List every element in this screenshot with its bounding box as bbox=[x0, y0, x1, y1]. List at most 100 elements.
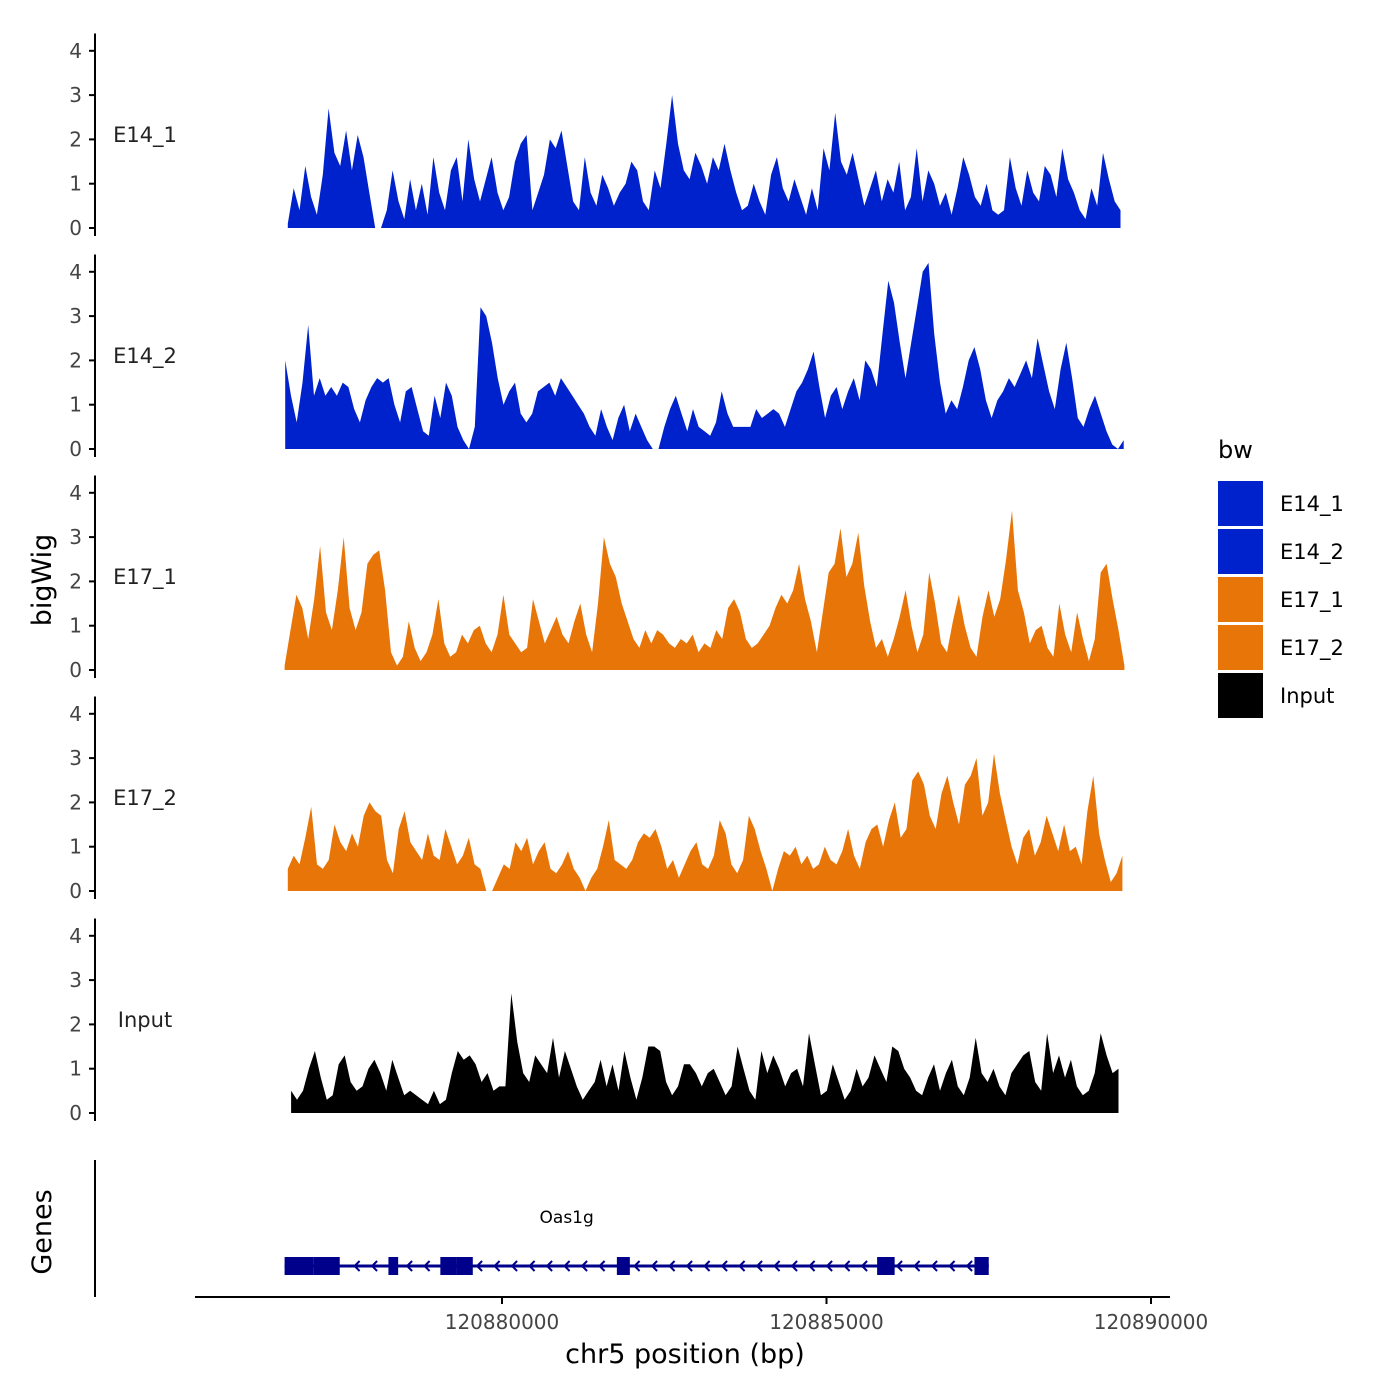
strand-arrow bbox=[423, 1260, 431, 1272]
gene-exon bbox=[877, 1257, 895, 1275]
legend-label: E17_1 bbox=[1280, 588, 1344, 613]
y-tick-label: 1 bbox=[69, 614, 82, 638]
y-tick-label: 1 bbox=[69, 172, 82, 196]
y-tick-label: 3 bbox=[69, 968, 82, 992]
legend-swatch bbox=[1218, 529, 1263, 574]
legend-title: bw bbox=[1218, 436, 1253, 464]
strand-arrow bbox=[703, 1260, 711, 1272]
track-label: E17_2 bbox=[113, 786, 177, 811]
y-tick-label: 1 bbox=[69, 1057, 82, 1081]
y-tick-label: 4 bbox=[69, 702, 82, 726]
legend-label: E14_1 bbox=[1280, 492, 1344, 517]
track-label: E14_2 bbox=[113, 344, 177, 369]
y-tick-label: 2 bbox=[69, 348, 82, 372]
legend-swatch bbox=[1218, 577, 1263, 622]
legend-label: Input bbox=[1280, 684, 1334, 708]
gene-exon bbox=[284, 1257, 314, 1275]
strand-arrow bbox=[633, 1260, 641, 1272]
strand-arrow bbox=[965, 1260, 973, 1272]
strand-arrow bbox=[755, 1260, 763, 1272]
strand-arrow bbox=[668, 1260, 676, 1272]
coverage-area-e14-1 bbox=[287, 95, 1121, 228]
y-tick-label: 0 bbox=[69, 658, 82, 682]
strand-arrow bbox=[738, 1260, 746, 1272]
coverage-area-e14-2 bbox=[285, 262, 1124, 449]
strand-arrow bbox=[563, 1260, 571, 1272]
track-e17-2: 0 1 2 3 4 E17_2 bbox=[69, 696, 1123, 903]
y-tick-label: 2 bbox=[69, 569, 82, 593]
y-tick-label: 2 bbox=[69, 1012, 82, 1036]
strand-arrow bbox=[895, 1260, 903, 1272]
track-label: E17_1 bbox=[113, 565, 177, 590]
legend-label: E14_2 bbox=[1280, 540, 1344, 565]
strand-arrow bbox=[580, 1260, 588, 1272]
track-e14-2: 0 1 2 3 4 E14_2 bbox=[69, 254, 1124, 461]
coverage-area-e17-2 bbox=[287, 753, 1123, 891]
strand-arrow bbox=[493, 1260, 501, 1272]
gene-exon bbox=[313, 1257, 340, 1275]
y-tick-label: 0 bbox=[69, 437, 82, 461]
legend-swatch bbox=[1218, 625, 1263, 670]
strand-arrow bbox=[353, 1260, 361, 1272]
strand-arrow bbox=[808, 1260, 816, 1272]
x-tick-label: 120880000 bbox=[445, 1310, 560, 1334]
strand-arrow bbox=[860, 1260, 868, 1272]
gene-exon bbox=[616, 1257, 630, 1275]
y-tick-label: 1 bbox=[69, 835, 82, 859]
y-tick-label: 4 bbox=[69, 260, 82, 284]
track-label: E14_1 bbox=[113, 123, 177, 148]
x-tick-label: 120890000 bbox=[1094, 1310, 1209, 1334]
y-tick-label: 4 bbox=[69, 924, 82, 948]
strand-arrow bbox=[720, 1260, 728, 1272]
y-axis-title: bigWig bbox=[27, 534, 58, 627]
strand-arrow bbox=[370, 1260, 378, 1272]
gene-exon bbox=[456, 1257, 473, 1275]
genes-axis-title: Genes bbox=[27, 1189, 58, 1274]
coverage-area-input bbox=[291, 993, 1119, 1113]
y-tick-label: 3 bbox=[69, 525, 82, 549]
strand-arrow bbox=[930, 1260, 938, 1272]
gene-name-label: Oas1g bbox=[540, 1208, 594, 1228]
legend-swatch bbox=[1218, 673, 1263, 718]
x-tick-label: 120885000 bbox=[769, 1310, 884, 1334]
y-tick-label: 3 bbox=[69, 304, 82, 328]
track-e14-1: 0 1 2 3 4 E14_1 bbox=[69, 33, 1121, 240]
y-tick-label: 2 bbox=[69, 127, 82, 151]
strand-arrow bbox=[475, 1260, 483, 1272]
track-e17-1: 0 1 2 3 4 E17_1 bbox=[69, 475, 1125, 682]
x-axis-title: chr5 position (bp) bbox=[565, 1339, 805, 1370]
y-tick-label: 1 bbox=[69, 393, 82, 417]
legend: bw E14_1 E14_2 E17_1 E17_2 Input bbox=[1218, 436, 1344, 718]
y-tick-label: 4 bbox=[69, 481, 82, 505]
strand-arrow bbox=[650, 1260, 658, 1272]
strand-arrow bbox=[528, 1260, 536, 1272]
y-tick-label: 2 bbox=[69, 790, 82, 814]
legend-swatch bbox=[1218, 481, 1263, 526]
y-tick-label: 0 bbox=[69, 879, 82, 903]
gene-exon bbox=[440, 1257, 457, 1275]
y-tick-label: 3 bbox=[69, 746, 82, 770]
track-label: Input bbox=[118, 1008, 172, 1032]
legend-label: E17_2 bbox=[1280, 636, 1344, 661]
strand-arrow bbox=[913, 1260, 921, 1272]
bigwig-tracks: 0 1 2 3 4 E14_1 0 1 2 3 4 E14_2 0 1 2 3 4 E17_1 0 1 2 3 4 E17_2… bbox=[69, 33, 1125, 1125]
strand-arrow bbox=[545, 1260, 553, 1272]
y-tick-label: 0 bbox=[69, 216, 82, 240]
strand-arrow bbox=[948, 1260, 956, 1272]
strand-arrow bbox=[685, 1260, 693, 1272]
coverage-area-e17-1 bbox=[284, 510, 1125, 670]
y-tick-label: 4 bbox=[69, 39, 82, 63]
track-input: 0 1 2 3 4 Input bbox=[69, 918, 1119, 1125]
genes-track: Oas1g bbox=[94, 1160, 989, 1297]
strand-arrow bbox=[843, 1260, 851, 1272]
strand-arrow bbox=[598, 1260, 606, 1272]
gene-exon bbox=[974, 1257, 989, 1275]
strand-arrow bbox=[510, 1260, 518, 1272]
y-tick-label: 3 bbox=[69, 83, 82, 107]
strand-arrow bbox=[790, 1260, 798, 1272]
strand-arrow bbox=[405, 1260, 413, 1272]
strand-arrow bbox=[825, 1260, 833, 1272]
x-axis: 120880000 120885000 120890000 bbox=[195, 1296, 1209, 1334]
gene-exon bbox=[388, 1257, 399, 1275]
